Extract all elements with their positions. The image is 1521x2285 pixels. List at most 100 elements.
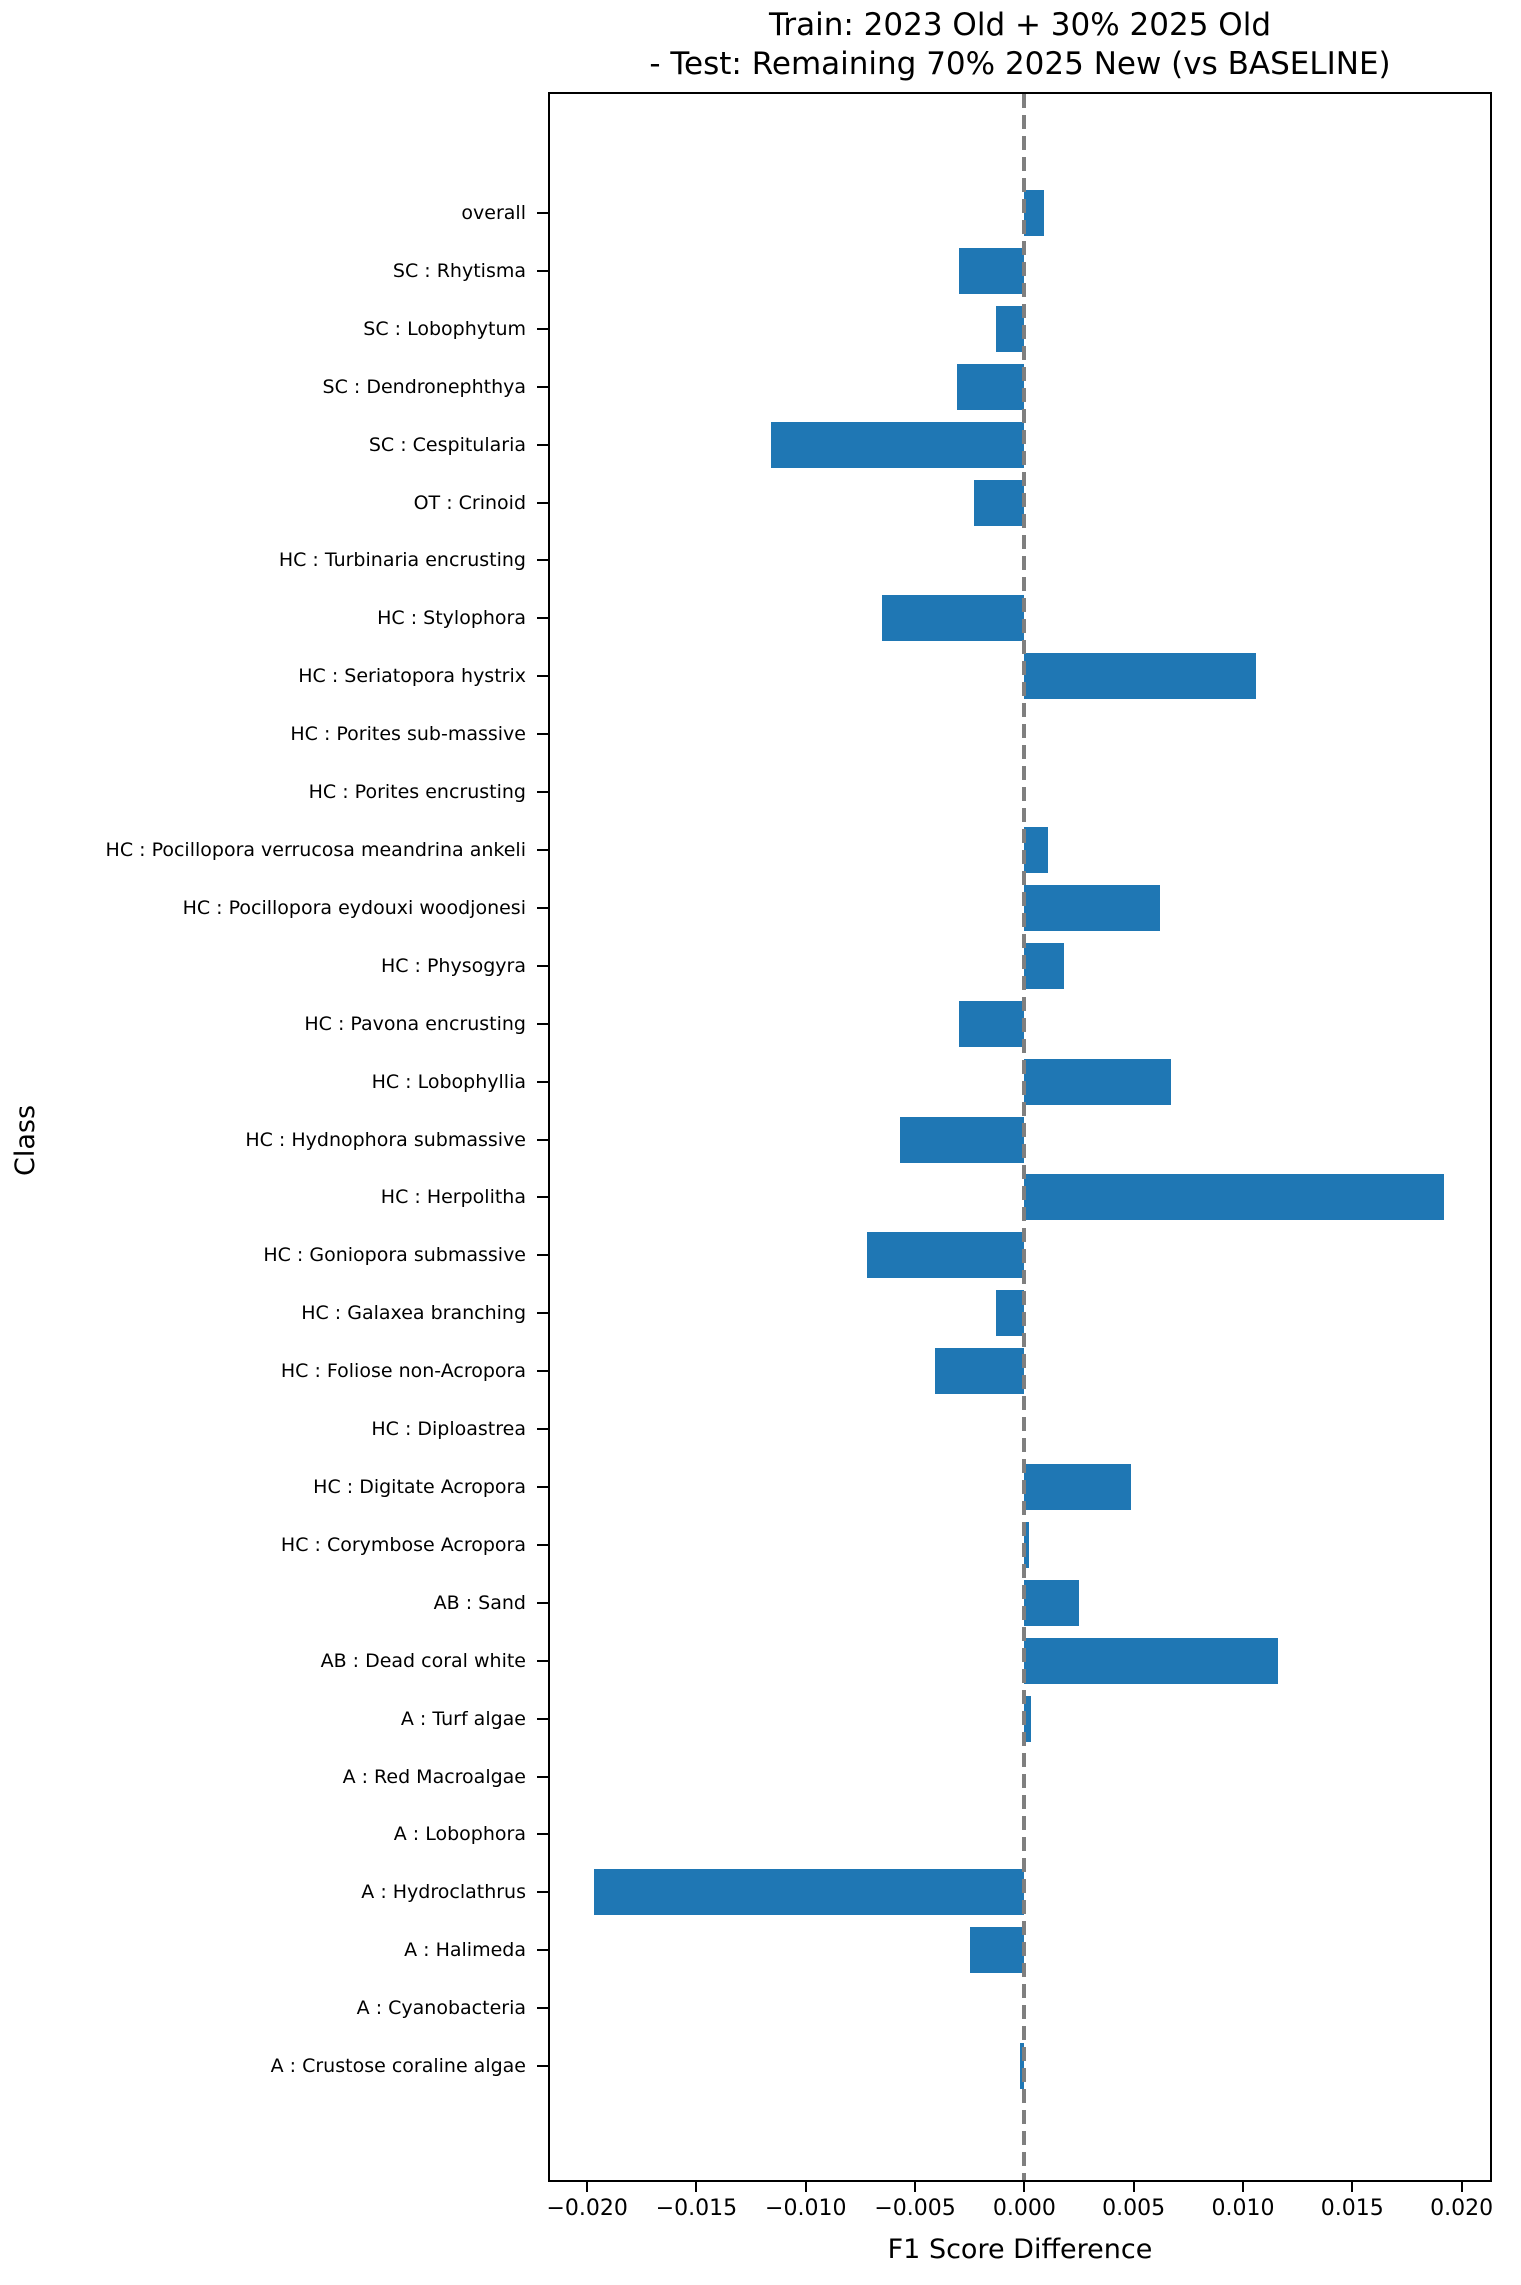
y-tick-label-hc-stylophora: HC : Stylophora <box>377 607 526 630</box>
y-tick-mark <box>537 1312 548 1315</box>
y-tick-label-hc-corymbose-acropora: HC : Corymbose Acropora <box>280 1533 526 1556</box>
bar-ab-sand <box>1024 1579 1079 1626</box>
y-tick-label-hc-herpolitha: HC : Herpolitha <box>380 1186 526 1209</box>
bar-a-halimeda <box>969 1927 1025 1974</box>
y-tick-label-hc-physogyra: HC : Physogyra <box>380 954 526 977</box>
y-tick-label-hc-hydnophora-submassive: HC : Hydnophora submassive <box>245 1128 526 1151</box>
bar-hc-pocillopora-verrucosa-meandrina-ankeli <box>1024 827 1049 873</box>
y-tick-label-hc-goniopora-submassive: HC : Goniopora submassive <box>263 1244 526 1267</box>
x-tick-label: −0.020 <box>546 2196 628 2221</box>
y-tick-mark <box>537 212 548 214</box>
y-tick-mark <box>537 327 548 330</box>
x-tick-mark <box>1132 2182 1135 2192</box>
x-tick-mark <box>1460 2182 1463 2192</box>
y-tick-label-sc-rhytisma: SC : Rhytisma <box>392 259 526 282</box>
bar-sc-lobophytum <box>995 305 1025 352</box>
x-tick-mark <box>1023 2182 1026 2192</box>
bar-hc-galaxea-branching <box>995 1290 1025 1337</box>
y-tick-label-hc-foliose-non-acropora: HC : Foliose non-Acropora <box>280 1360 526 1383</box>
y-tick-mark <box>537 1833 548 1836</box>
y-tick-mark <box>537 675 548 678</box>
y-tick-label-hc-seriatopora-hystrix: HC : Seriatopora hystrix <box>298 665 526 688</box>
y-tick-mark <box>537 791 548 794</box>
bar-a-turf-algae <box>1024 1695 1031 1742</box>
y-tick-mark <box>537 1254 548 1257</box>
y-tick-label-hc-galaxea-branching: HC : Galaxea branching <box>301 1302 526 1325</box>
y-tick-label-hc-porites-sub-massive: HC : Porites sub-massive <box>290 723 526 746</box>
x-tick-label: 0.010 <box>1211 2196 1275 2221</box>
y-tick-label-hc-porites-encrusting: HC : Porites encrusting <box>308 781 526 804</box>
x-axis-label: F1 Score Difference <box>887 2234 1153 2265</box>
x-tick-label: 0.005 <box>1102 2196 1166 2221</box>
zero-baseline-dashed-line <box>1022 94 1027 2180</box>
x-tick-mark <box>1351 2182 1354 2192</box>
bar-hc-seriatopora-hystrix <box>1024 653 1257 700</box>
bar-ab-dead-coral-white <box>1024 1637 1278 1684</box>
bar-sc-rhytisma <box>958 247 1025 294</box>
y-tick-mark <box>537 1196 548 1199</box>
y-tick-mark <box>537 1717 548 1720</box>
y-tick-mark <box>537 1022 548 1025</box>
y-tick-label-ab-dead-coral-white: AB : Dead coral white <box>320 1649 526 1672</box>
y-tick-mark <box>537 1659 548 1662</box>
y-tick-mark <box>537 1775 548 1778</box>
y-tick-label-hc-diploastrea: HC : Diploastrea <box>371 1418 526 1441</box>
y-tick-mark <box>537 501 548 504</box>
y-tick-label-hc-pocillopora-eydouxi-woodjonesi: HC : Pocillopora eydouxi woodjonesi <box>182 896 526 919</box>
x-tick-label: −0.015 <box>655 2196 738 2221</box>
y-tick-label-ab-sand: AB : Sand <box>433 1591 526 1614</box>
chart-title-line2: - Test: Remaining 70% 2025 New (vs BASEL… <box>649 46 1391 82</box>
y-tick-label-a-red-macroalgae: A : Red Macroalgae <box>342 1765 526 1788</box>
y-tick-label-hc-digitate-acropora: HC : Digitate Acropora <box>313 1476 526 1499</box>
bar-hc-stylophora <box>882 595 1025 642</box>
bar-sc-cespitularia <box>770 421 1025 468</box>
x-tick-mark <box>586 2182 589 2192</box>
bar-a-crustose-coraline-algae <box>1020 2043 1025 2090</box>
y-tick-mark <box>537 1601 548 1604</box>
y-tick-mark <box>537 1080 548 1083</box>
bar-hc-pavona-encrusting <box>958 1000 1025 1047</box>
y-tick-mark <box>537 617 548 620</box>
x-tick-label: 0.015 <box>1320 2196 1384 2221</box>
chart-title-line1: Train: 2023 Old + 30% 2025 Old <box>769 7 1271 43</box>
y-tick-label-a-lobophora: A : Lobophora <box>393 1823 526 1846</box>
x-tick-mark <box>1241 2182 1244 2192</box>
y-tick-mark <box>537 849 548 851</box>
y-tick-label-ot-crinoid: OT : Crinoid <box>413 491 526 514</box>
y-tick-mark <box>537 1486 548 1489</box>
y-tick-mark <box>537 964 548 967</box>
y-tick-mark <box>537 443 548 446</box>
y-tick-label-overall: overall <box>461 202 526 224</box>
chart-title: Train: 2023 Old + 30% 2025 Old - Test: R… <box>548 6 1492 84</box>
y-tick-label-sc-dendronephthya: SC : Dendronephthya <box>322 375 526 398</box>
y-tick-mark <box>537 385 548 388</box>
bar-hc-corymbose-acropora <box>1024 1521 1029 1568</box>
bar-hc-digitate-acropora <box>1024 1464 1132 1511</box>
y-tick-mark <box>537 733 548 736</box>
y-tick-mark <box>537 906 548 909</box>
bar-hc-herpolitha <box>1024 1174 1445 1221</box>
x-tick-mark <box>804 2182 807 2192</box>
x-tick-label: −0.010 <box>765 2196 847 2221</box>
y-tick-label-a-halimeda: A : Halimeda <box>404 1939 526 1962</box>
y-tick-mark <box>537 269 548 272</box>
plot-area <box>548 92 1492 2182</box>
bar-overall <box>1024 190 1045 236</box>
x-tick-mark <box>695 2182 698 2192</box>
y-tick-label-a-cyanobacteria: A : Cyanobacteria <box>356 1997 526 2020</box>
y-tick-label-sc-lobophytum: SC : Lobophytum <box>363 317 526 340</box>
bar-sc-dendronephthya <box>956 363 1025 410</box>
y-tick-label-hc-turbinaria-encrusting: HC : Turbinaria encrusting <box>278 549 526 572</box>
y-tick-label-hc-lobophyllia: HC : Lobophyllia <box>371 1070 526 1093</box>
y-tick-mark <box>537 1370 548 1373</box>
bar-hc-physogyra <box>1024 942 1064 989</box>
x-tick-label: 0.000 <box>992 2196 1056 2221</box>
bar-hc-pocillopora-eydouxi-woodjonesi <box>1024 884 1160 931</box>
y-tick-mark <box>537 1428 548 1431</box>
y-tick-label-hc-pavona-encrusting: HC : Pavona encrusting <box>304 1012 526 1035</box>
y-tick-mark <box>537 2065 548 2068</box>
x-tick-label: −0.005 <box>874 2196 956 2221</box>
y-tick-label-sc-cespitularia: SC : Cespitularia <box>368 433 526 456</box>
y-tick-label-hc-pocillopora-verrucosa-meandrina-ankeli: HC : Pocillopora verrucosa meandrina ank… <box>105 839 526 861</box>
